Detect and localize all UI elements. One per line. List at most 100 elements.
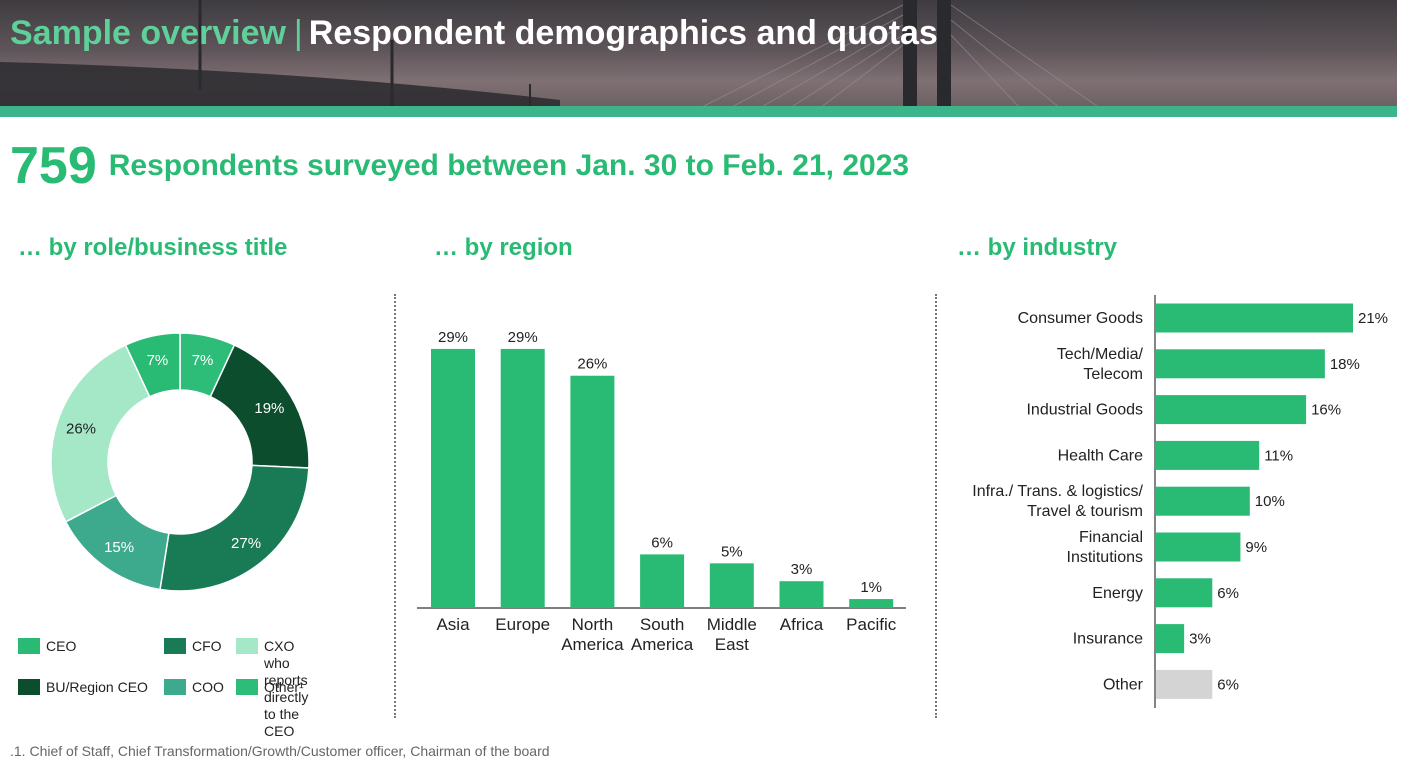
text-line: North bbox=[572, 615, 614, 634]
text-line: Africa bbox=[780, 615, 824, 634]
region-category-label: Asia bbox=[436, 615, 470, 634]
donut-slice-label: 7% bbox=[192, 352, 214, 369]
industry-bar-label: 21% bbox=[1358, 310, 1388, 327]
legend-swatch bbox=[18, 638, 40, 654]
donut-slice bbox=[124, 332, 181, 398]
role-donut-chart: 7% 19% 27% 15% 26% 7% bbox=[50, 332, 310, 592]
legend-item-other: Other¹ bbox=[236, 679, 304, 696]
region-bar-label: 6% bbox=[651, 534, 673, 551]
banner-accent-bar bbox=[0, 106, 1397, 117]
region-bar-label: 29% bbox=[438, 329, 468, 346]
text-line: Tech/Media/ bbox=[1057, 346, 1144, 363]
industry-bar-label: 3% bbox=[1189, 631, 1211, 648]
industry-bar bbox=[1156, 669, 1213, 699]
role-chart-title: … by role/business title bbox=[18, 234, 288, 261]
industry-bar bbox=[1156, 303, 1353, 333]
text-line: Europe bbox=[495, 615, 550, 634]
text-line: Consumer Goods bbox=[1018, 310, 1143, 327]
text-line: Insurance bbox=[1073, 631, 1143, 648]
region-bar-label: 29% bbox=[508, 329, 538, 346]
industry-bar bbox=[1156, 440, 1260, 470]
industry-category-label: Infra./ Trans. & logistics/Travel & tour… bbox=[972, 483, 1143, 520]
text-line: Travel & tourism bbox=[1027, 503, 1143, 520]
divider-right bbox=[935, 294, 937, 718]
region-chart-title: … by region bbox=[434, 234, 573, 261]
donut-slice-label: 27% bbox=[231, 535, 261, 552]
legend-item-coo: COO bbox=[164, 679, 224, 696]
industry-category-label: Insurance bbox=[1073, 631, 1143, 648]
text-line: Financial bbox=[1079, 529, 1143, 546]
region-bar bbox=[431, 348, 475, 608]
legend-swatch bbox=[236, 679, 258, 695]
industry-bar bbox=[1156, 349, 1325, 379]
text-line: Health Care bbox=[1058, 447, 1143, 464]
region-category-label: Middle East bbox=[707, 615, 757, 654]
industry-bar-label: 10% bbox=[1255, 493, 1285, 510]
industry-category-label: Financial Institutions bbox=[1067, 529, 1143, 566]
legend-label: CFO bbox=[192, 638, 222, 654]
legend-item-cfo: CFO bbox=[164, 638, 222, 655]
industry-category-label: Consumer Goods bbox=[1018, 310, 1143, 327]
donut-slice-label: 15% bbox=[104, 539, 134, 556]
region-bar bbox=[570, 375, 615, 608]
industry-bar-chart: 21% Consumer Goods 18% Tech/Media/Telecom 16… bbox=[972, 295, 1388, 708]
legend-swatch bbox=[18, 679, 40, 695]
donut-slice bbox=[159, 464, 310, 592]
industry-bar-label: 11% bbox=[1264, 447, 1293, 464]
bridge-background-image bbox=[0, 0, 1101, 108]
text-line: Energy bbox=[1092, 585, 1143, 602]
section-label: Sample overview bbox=[10, 14, 286, 52]
respondent-count: 759 bbox=[10, 137, 97, 195]
industry-bar bbox=[1156, 578, 1213, 608]
legend-swatch bbox=[164, 679, 186, 695]
industry-bar-label: 6% bbox=[1217, 585, 1239, 602]
text-line: Telecom bbox=[1083, 366, 1143, 383]
divider-left bbox=[394, 294, 396, 718]
industry-bar-label: 9% bbox=[1245, 539, 1267, 556]
legend-item-bu-region-ceo: BU/Region CEO bbox=[18, 679, 148, 696]
donut-slice-label: 19% bbox=[254, 400, 284, 417]
title-separator: | bbox=[293, 14, 303, 52]
legend-item-ceo: CEO bbox=[18, 638, 76, 655]
donut-slice-label: 26% bbox=[66, 420, 96, 437]
page-title-text: Respondent demographics and quotas bbox=[308, 14, 938, 52]
region-bar-label: 1% bbox=[860, 579, 882, 596]
industry-category-label: Other bbox=[1103, 676, 1144, 693]
legend-label: CXO who reports directly to the CEO bbox=[264, 638, 309, 739]
region-bar bbox=[849, 599, 894, 608]
region-category-label: Pacific bbox=[846, 615, 897, 634]
legend-item-cxo: CXO who reports directly to the CEO bbox=[236, 638, 308, 740]
region-bar-label: 26% bbox=[577, 356, 607, 373]
legend-swatch bbox=[164, 638, 186, 654]
industry-bar bbox=[1156, 624, 1185, 654]
text-line: America bbox=[631, 635, 694, 654]
region-bar bbox=[779, 581, 824, 608]
donut-slice-label: 7% bbox=[147, 352, 169, 369]
text-line: Institutions bbox=[1067, 549, 1143, 566]
legend-swatch bbox=[236, 638, 258, 654]
industry-bar-label: 16% bbox=[1311, 402, 1341, 419]
text-line: America bbox=[561, 635, 624, 654]
header-banner: Sample overview | Respondent demographics … bbox=[0, 0, 1397, 108]
text-line: Pacific bbox=[846, 615, 897, 634]
headline: 759 Respondents surveyed between Jan. 30 … bbox=[10, 136, 909, 196]
text-line: Industrial Goods bbox=[1026, 402, 1143, 419]
legend-label: COO bbox=[192, 679, 224, 695]
industry-bar bbox=[1156, 395, 1307, 425]
text-line: South bbox=[640, 615, 684, 634]
legend-label: BU/Region CEO bbox=[46, 679, 148, 695]
footnote: .1. Chief of Staff, Chief Transformation… bbox=[10, 743, 550, 759]
legend-label: CEO bbox=[46, 638, 77, 654]
region-bar bbox=[640, 554, 685, 608]
donut-slice bbox=[50, 344, 151, 523]
industry-bar-label: 6% bbox=[1217, 676, 1239, 693]
text-line: Middle bbox=[707, 615, 757, 634]
industry-category-label: Health Care bbox=[1058, 447, 1143, 464]
text-line: Other bbox=[1103, 676, 1144, 693]
industry-bar-label: 18% bbox=[1330, 356, 1360, 373]
headline-text: Respondents surveyed between Jan. 30 to … bbox=[108, 149, 910, 182]
region-category-label: Europe bbox=[495, 615, 550, 634]
industry-bar bbox=[1156, 532, 1241, 562]
industry-category-label: Tech/Media/Telecom bbox=[1057, 346, 1144, 383]
page-title: Sample overview | Respondent demographics … bbox=[10, 14, 938, 53]
